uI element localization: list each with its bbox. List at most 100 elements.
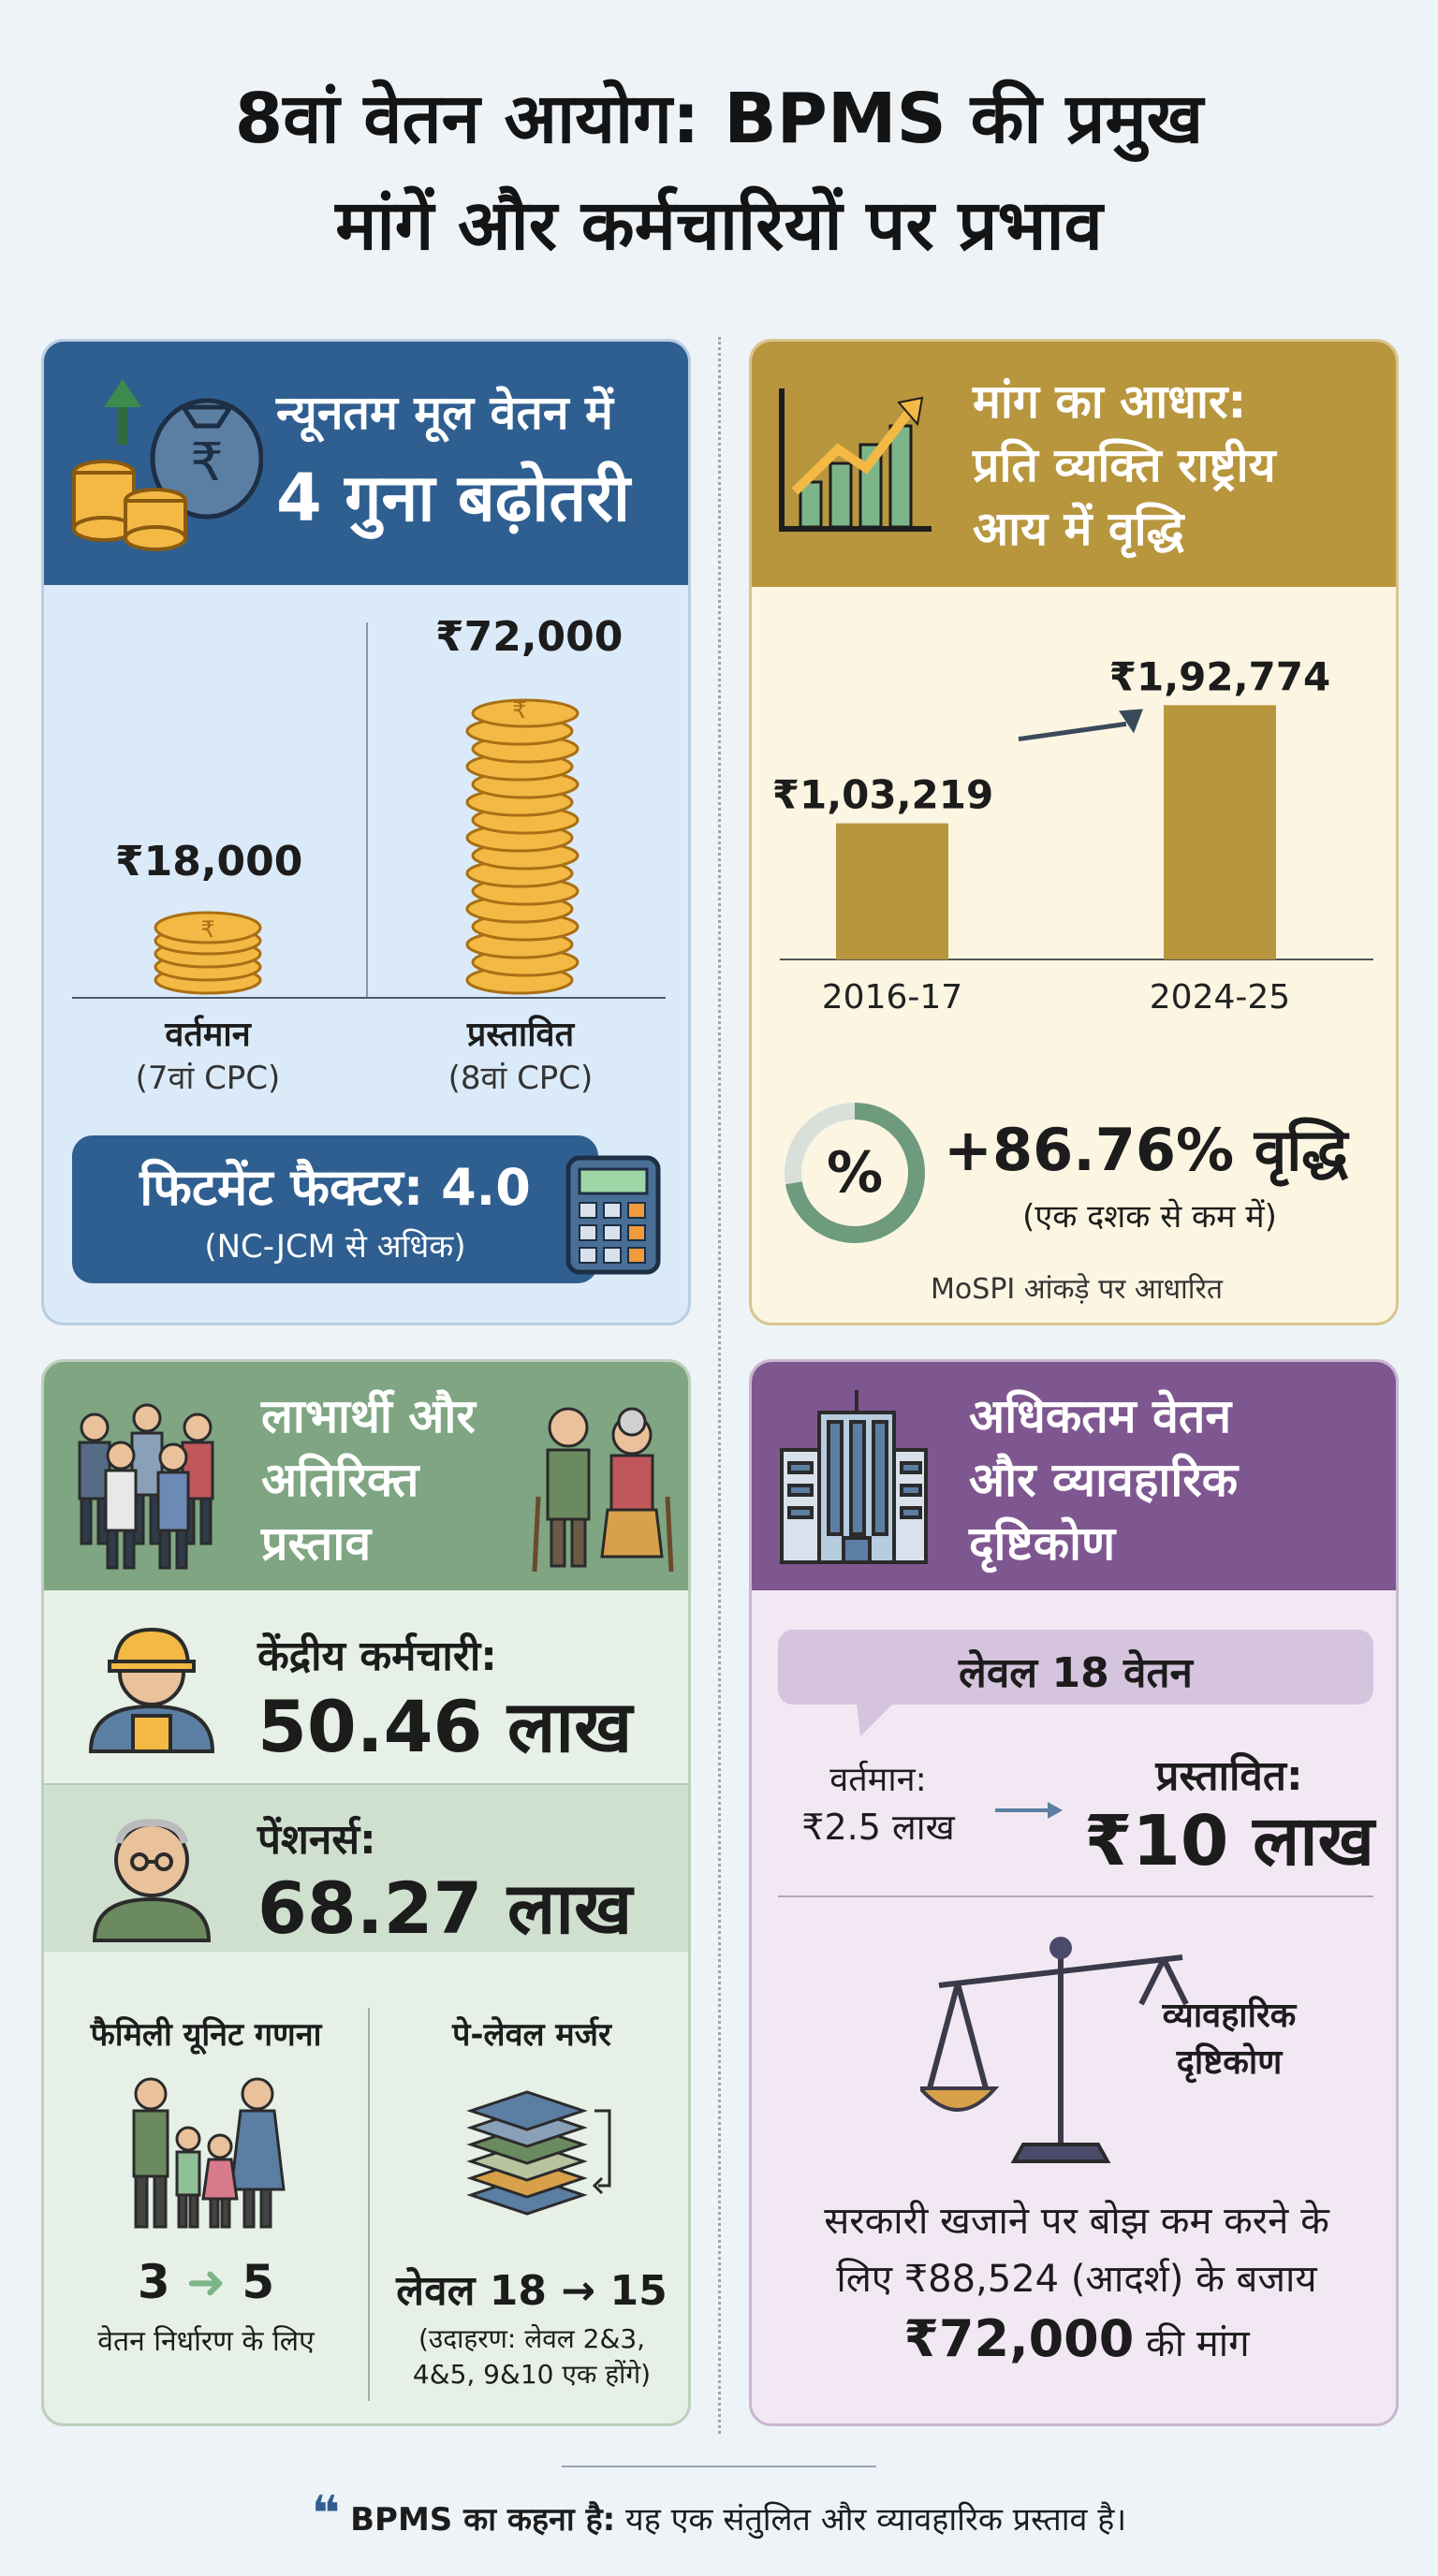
beneficiaries-heading-1: लाभार्थी और	[261, 1389, 476, 1443]
note-amount: ₹72,000	[903, 2309, 1135, 2368]
family-note: वेतन निर्धारण के लिए	[97, 2325, 315, 2358]
svg-text:₹: ₹	[512, 697, 526, 724]
coins-money-bag-icon: ₹	[72, 379, 263, 551]
worker-helmet-icon	[88, 1627, 215, 1753]
footer-text: यह एक संतुलित और व्यावहारिक प्रस्ताव है।	[615, 2501, 1127, 2539]
calculator-icon	[565, 1155, 661, 1275]
proposed-label: प्रस्तावित	[466, 1016, 575, 1054]
percent-ring-icon: %	[785, 1103, 925, 1243]
max-pay-header: अधिकतम वेतन और व्यावहारिक दृष्टिकोण	[752, 1362, 1396, 1590]
layers-icon	[466, 2090, 611, 2216]
merger-note-2: 4&5, 9&10 एक होंगे)	[412, 2359, 652, 2390]
tall-coin-stack-icon: ₹	[465, 697, 580, 995]
max-divider	[778, 1895, 1373, 1897]
proposed-amount: ₹72,000	[435, 613, 624, 661]
family-from: 3	[137, 2255, 170, 2309]
basic-pay-heading-1: न्यूनतम मूल वेतन में	[276, 386, 613, 440]
value-label-2024-25: ₹1,92,774	[1109, 653, 1330, 699]
beneficiaries-heading-2: अतिरिक्त	[261, 1453, 419, 1507]
pensioner-icon	[92, 1818, 212, 1942]
balance-scale-icon	[920, 1937, 1189, 2163]
employees-value: 50.46 लाख	[257, 1685, 633, 1768]
coin-layer	[471, 698, 580, 728]
growth-chart-icon	[779, 388, 932, 532]
merger-note-1: (उदाहरण: लेवल 2&3,	[418, 2323, 646, 2354]
growth-sub: (एक दशक से कम में)	[1022, 1198, 1277, 1236]
income-card: मांग का आधार: प्रति व्यक्ति राष्ट्रीय आय…	[749, 339, 1399, 1325]
trend-arrow	[1018, 721, 1127, 742]
footer-divider	[562, 2466, 876, 2467]
note-line-2: लिए ₹88,524 (आदर्श) के बजाय	[836, 2258, 1317, 2301]
pensioners-label: पेंशनर्स:	[257, 1816, 376, 1864]
bar-2016-17	[836, 823, 948, 959]
beneficiaries-header: लाभार्थी और अतिरिक्त प्रस्ताव	[44, 1362, 688, 1590]
scale-label-2: दृष्टिकोण	[1176, 2043, 1283, 2082]
footer-quote: ❝ BPMS का कहना है: यह एक संतुलित और व्या…	[0, 2486, 1438, 2542]
source-note: MoSPI आंकड़े पर आधारित	[931, 1273, 1223, 1306]
max-current-value: ₹2.5 लाख	[801, 1807, 955, 1848]
income-header: मांग का आधार: प्रति व्यक्ति राष्ट्रीय आय…	[752, 342, 1396, 587]
page-title: 8वां वेतन आयोग: BPMS की प्रमुख मांगें और…	[0, 66, 1438, 279]
bottom-divider	[368, 2008, 370, 2401]
building-icon	[780, 1390, 928, 1564]
employees-group-icon	[78, 1403, 214, 1570]
title-line-1: 8वां वेतन आयोग: BPMS की प्रमुख	[234, 79, 1204, 159]
merger-text: लेवल 18 → 15	[396, 2267, 668, 2315]
baseline	[72, 997, 666, 999]
percent-symbol: %	[827, 1140, 883, 1206]
basic-pay-header: ₹ न्यूनतम मूल वेतन में 4 गुना बढ़ोतरी	[44, 342, 688, 585]
family-title: फैमिली यूनिट गणना	[90, 2016, 322, 2054]
svg-text:₹: ₹	[190, 432, 224, 493]
fitment-factor-box: फिटमेंट फैक्टर: 4.0 (NC-JCM से अधिक)	[72, 1135, 598, 1283]
pensioners-value: 68.27 लाख	[257, 1866, 633, 1950]
max-pay-heading-2: और व्यावहारिक	[969, 1453, 1239, 1507]
trend-arrow-head	[1119, 709, 1143, 734]
max-current-label: वर्तमान:	[829, 1761, 927, 1799]
growth-value: +86.76% वृद्धि	[944, 1116, 1348, 1184]
note-rest: की मांग	[1134, 2322, 1250, 2365]
arrow-right-icon: ➜	[186, 2255, 226, 2309]
income-heading-2: प्रति व्यक्ति राष्ट्रीय	[973, 438, 1276, 492]
basic-pay-heading-2: 4 गुना बढ़ोतरी	[276, 460, 631, 536]
max-proposed-value: ₹10 लाख	[1083, 1801, 1375, 1881]
max-pay-heading-1: अधिकतम वेतन	[969, 1389, 1232, 1443]
footer-bold: BPMS का कहना है:	[350, 2501, 616, 2539]
family-change: 3 ➜ 5	[44, 2255, 368, 2309]
max-pay-heading-3: दृष्टिकोण	[969, 1516, 1116, 1571]
proposed-sub: (8वां CPC)	[448, 1060, 594, 1097]
income-bar-chart: ₹1,03,219 2016-17 ₹1,92,774 2024-25	[772, 653, 1373, 1017]
bar-2024-25	[1164, 705, 1276, 959]
income-heading-3: आय में वृद्धि	[973, 502, 1184, 556]
center-divider	[718, 337, 721, 2434]
note-line-3: ₹72,000 की मांग	[752, 2309, 1396, 2368]
current-amount: ₹18,000	[115, 838, 303, 886]
arrow-right-icon	[995, 1802, 1063, 1819]
employees-label: केंद्रीय कर्मचारी:	[257, 1632, 497, 1680]
quote-mark-icon: ❝	[311, 2486, 341, 2542]
beneficiaries-heading-3: प्रस्ताव	[261, 1516, 372, 1571]
merger-title: पे-लेवल मर्जर	[452, 2016, 611, 2054]
current-label: वर्तमान	[165, 1016, 251, 1054]
value-label-2016-17: ₹1,03,219	[772, 772, 993, 818]
level-title: लेवल 18 वेतन	[959, 1649, 1193, 1697]
category-label-2024-25: 2024-25	[1150, 978, 1290, 1017]
max-proposed-label: प्रस्तावित:	[1155, 1752, 1303, 1800]
basic-pay-card: ₹ न्यूनतम मूल वेतन में 4 गुना बढ़ोतरी ₹1…	[41, 339, 691, 1325]
svg-text:₹: ₹	[200, 916, 214, 943]
family-to: 5	[242, 2255, 275, 2309]
income-heading-1: मांग का आधार:	[973, 374, 1247, 429]
beneficiaries-card: लाभार्थी और अतिरिक्त प्रस्ताव केंद्रीय क…	[41, 1359, 691, 2426]
fitment-title: फिटमेंट फैक्टर: 4.0	[139, 1158, 531, 1217]
small-coin-stack-icon: ₹	[154, 911, 262, 995]
current-sub: (7वां CPC)	[135, 1060, 281, 1097]
category-label-2016-17: 2016-17	[822, 978, 962, 1017]
family-icon	[132, 2077, 286, 2229]
max-pay-card: अधिकतम वेतन और व्यावहारिक दृष्टिकोण लेवल…	[749, 1359, 1399, 2426]
bubble-tail	[857, 1703, 894, 1736]
elderly-couple-icon	[532, 1407, 674, 1573]
title-line-2: मांगें और कर्मचारियों पर प्रभाव	[335, 185, 1103, 266]
note-line-1: सरकारी खजाने पर बोझ कम करने के	[824, 2200, 1329, 2243]
scale-label-1: व्यावहारिक	[1162, 1997, 1297, 2035]
column-divider	[366, 622, 368, 997]
fitment-sub: (NC-JCM से अधिक)	[204, 1228, 466, 1266]
